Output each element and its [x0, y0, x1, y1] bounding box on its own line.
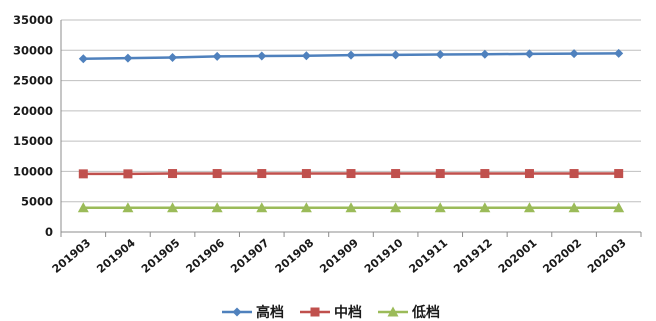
legend-swatch-marker: [387, 306, 399, 317]
data-point: [123, 53, 133, 63]
x-tick-label: 201907: [228, 236, 272, 275]
y-tick-label: 10000: [13, 164, 53, 178]
series: [77, 48, 625, 213]
data-point: [434, 202, 446, 213]
data-point: [168, 53, 178, 63]
series-triangle: [77, 202, 625, 213]
data-point: [524, 49, 534, 59]
data-point: [257, 169, 267, 179]
axes: [60, 20, 642, 237]
data-point: [480, 169, 490, 179]
data-point: [435, 50, 445, 60]
legend-item: 中档: [300, 304, 362, 321]
x-tick-label: 202002: [540, 236, 584, 275]
data-point: [168, 169, 178, 179]
legend-label: 中档: [334, 304, 362, 321]
y-tick-label: 5000: [21, 195, 53, 209]
data-point: [614, 48, 624, 58]
data-point: [435, 169, 445, 179]
data-point: [257, 51, 267, 61]
legend: 高档 中档 低档: [222, 304, 440, 321]
legend-swatch-marker: [310, 307, 320, 317]
data-point: [569, 169, 579, 179]
y-tick-label: 25000: [13, 74, 53, 88]
data-point: [345, 202, 357, 213]
data-point: [123, 169, 133, 179]
y-tick-label: 30000: [13, 43, 53, 57]
y-tick-label: 35000: [13, 13, 53, 27]
data-point: [480, 49, 490, 59]
series-diamond: [78, 48, 624, 64]
data-point: [300, 202, 312, 213]
data-point: [301, 169, 311, 179]
data-point: [523, 202, 535, 213]
x-tick-label: 202003: [585, 236, 629, 275]
y-tick-label: 15000: [13, 134, 53, 148]
data-point: [211, 202, 223, 213]
gridlines: [61, 19, 641, 203]
data-point: [569, 49, 579, 59]
x-tick-label: 201911: [407, 236, 451, 275]
data-point: [78, 54, 88, 64]
legend-label: 高档: [256, 304, 284, 321]
x-tick-label: 202001: [496, 236, 540, 275]
data-point: [77, 202, 89, 213]
data-point: [391, 50, 401, 60]
legend-label: 低档: [411, 304, 440, 321]
data-point: [614, 169, 624, 179]
x-tick-label: 201904: [94, 236, 138, 276]
data-point: [122, 202, 134, 213]
y-axis-ticks: 0 5000 10000 15000 20000 25000 30000 35000: [13, 13, 53, 239]
data-point: [390, 202, 402, 213]
data-point: [212, 51, 222, 61]
data-point: [391, 169, 401, 179]
data-point: [479, 202, 491, 213]
legend-item: 高档: [222, 304, 284, 321]
data-point: [524, 169, 534, 179]
data-point: [167, 202, 179, 213]
data-point: [346, 50, 356, 60]
y-tick-label: 0: [45, 225, 53, 239]
data-point: [78, 169, 88, 179]
x-tick-label: 201909: [317, 236, 361, 275]
x-tick-label: 201908: [273, 236, 317, 275]
data-point: [568, 202, 580, 213]
data-point: [301, 51, 311, 61]
data-point: [256, 202, 268, 213]
x-axis-ticks: 201903 201904 201905 201906 201907 201908 2019…: [50, 236, 629, 276]
x-tick-label: 201903: [50, 236, 94, 275]
data-point: [212, 169, 222, 179]
x-tick-label: 201906: [184, 236, 228, 276]
legend-item: 低档: [378, 304, 440, 321]
series-square: [78, 169, 624, 179]
x-tick-label: 201912: [451, 236, 495, 275]
data-point: [613, 202, 625, 213]
y-tick-label: 20000: [13, 104, 53, 118]
data-point: [346, 169, 356, 179]
x-tick-label: 201910: [362, 236, 406, 276]
legend-swatch-marker: [232, 307, 242, 317]
x-tick-label: 201905: [139, 236, 183, 275]
